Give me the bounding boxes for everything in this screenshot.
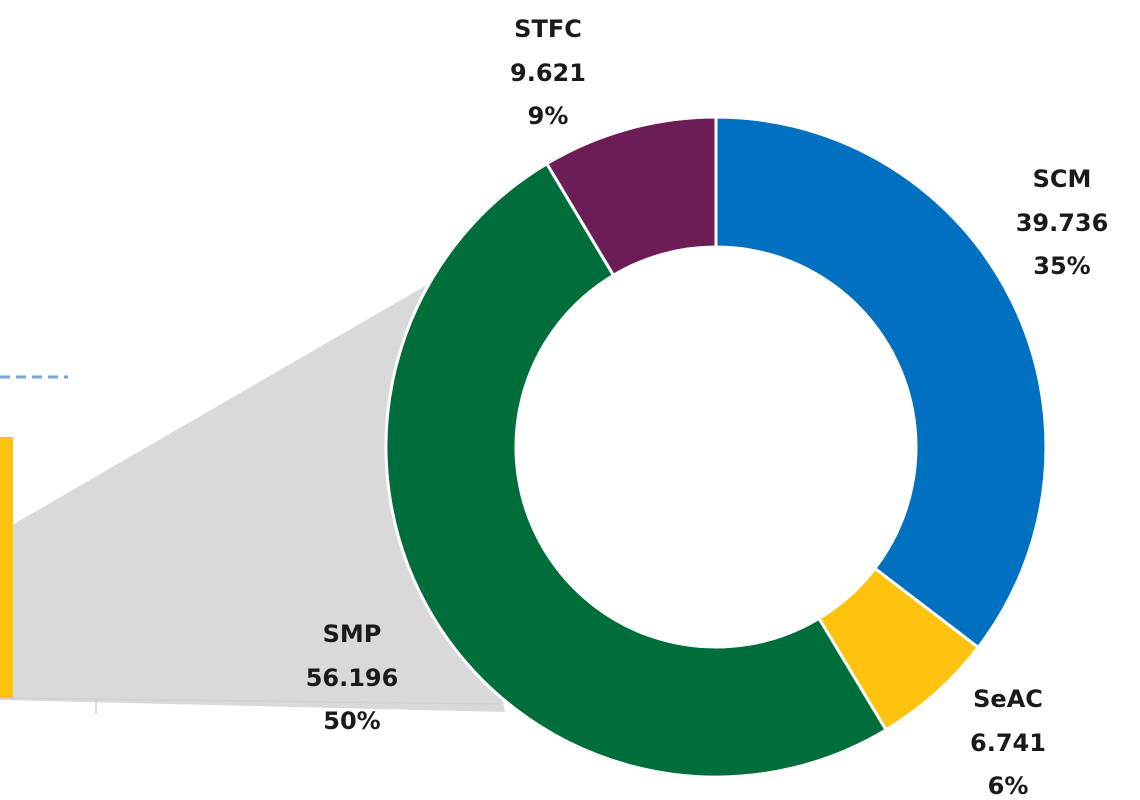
category-label: SCM <box>1033 165 1092 193</box>
value-label: 39.736 <box>1016 209 1109 237</box>
cropped-bar <box>0 437 13 698</box>
category-label: SeAC <box>973 685 1043 713</box>
donut-segment <box>714 115 1048 650</box>
category-label: SMP <box>323 620 382 648</box>
value-label: 56.196 <box>306 664 399 692</box>
labels: SCM 39.736 35% SeAC 6.741 6% SMP 56.196 50% STFC 9… <box>306 15 1109 800</box>
value-label: 9.621 <box>510 59 586 87</box>
percent-label: 6% <box>988 772 1029 800</box>
value-label: 6.741 <box>970 729 1046 757</box>
axis-line <box>0 697 501 705</box>
donut <box>384 115 1048 779</box>
connector-wedge <box>0 286 505 712</box>
percent-label: 35% <box>1033 252 1090 280</box>
category-label: STFC <box>514 15 582 43</box>
donut-segment <box>544 115 718 278</box>
donut-segment <box>384 161 889 779</box>
percent-label: 9% <box>528 102 569 130</box>
percent-label: 50% <box>323 707 380 735</box>
